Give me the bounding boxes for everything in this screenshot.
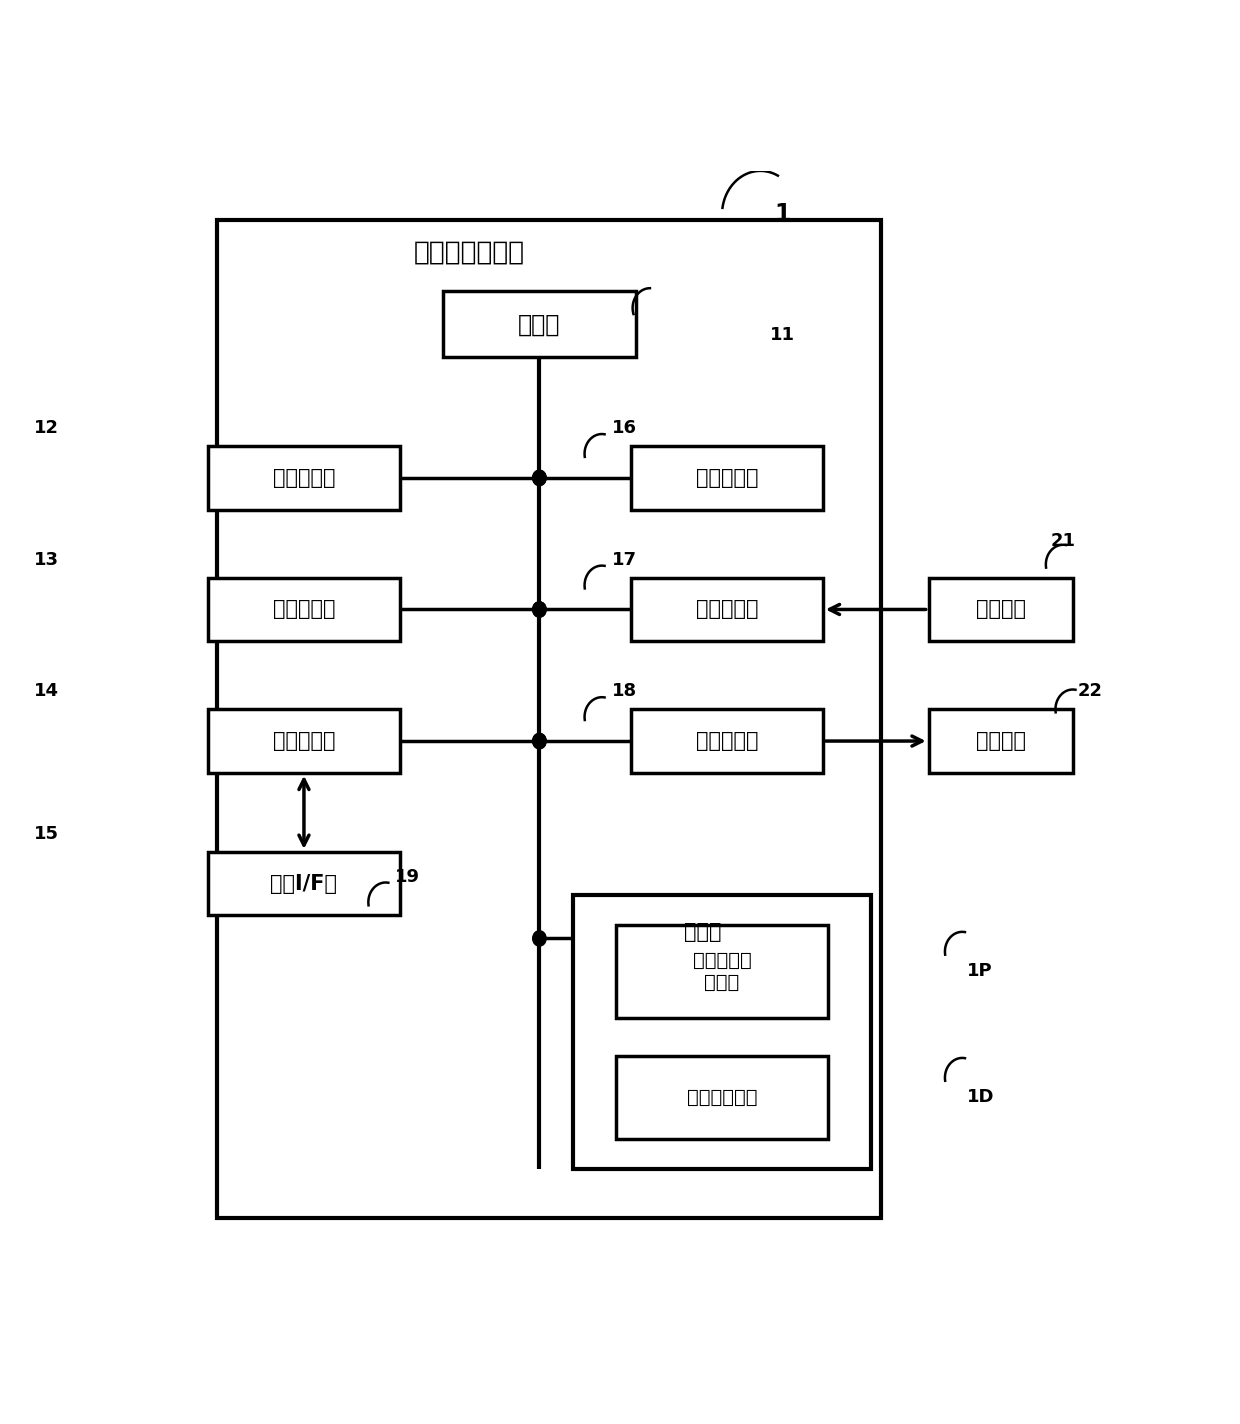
Circle shape xyxy=(533,733,546,749)
Bar xyxy=(217,221,880,1218)
Bar xyxy=(616,1057,828,1139)
Circle shape xyxy=(533,470,546,486)
Text: 17: 17 xyxy=(611,551,636,570)
Text: 网络I/F部: 网络I/F部 xyxy=(270,873,337,894)
Text: 18: 18 xyxy=(611,682,636,701)
Text: 输入处理部: 输入处理部 xyxy=(696,600,758,619)
Text: 临时存储部: 临时存储部 xyxy=(696,468,758,488)
Text: 16: 16 xyxy=(611,419,636,437)
Bar xyxy=(631,578,823,641)
Bar xyxy=(929,709,1073,773)
Circle shape xyxy=(533,470,546,486)
Text: 图像处理部: 图像处理部 xyxy=(273,468,335,488)
Bar xyxy=(208,578,401,641)
Text: 1D: 1D xyxy=(967,1088,994,1106)
Text: 显示装置: 显示装置 xyxy=(976,731,1025,750)
Text: 19: 19 xyxy=(396,867,420,886)
Bar xyxy=(616,924,828,1018)
Text: 15: 15 xyxy=(33,824,58,843)
Text: 会议服务器
用程序: 会议服务器 用程序 xyxy=(693,951,751,991)
Circle shape xyxy=(533,602,546,617)
Bar xyxy=(444,292,635,357)
Text: 21: 21 xyxy=(1050,533,1075,550)
Text: 1: 1 xyxy=(775,202,791,225)
Circle shape xyxy=(533,602,546,617)
Text: 语音处理部: 语音处理部 xyxy=(273,600,335,619)
Text: 22: 22 xyxy=(1078,682,1102,701)
Text: 1P: 1P xyxy=(967,963,993,980)
Text: 14: 14 xyxy=(33,682,58,701)
Bar xyxy=(208,852,401,916)
Text: 12: 12 xyxy=(33,419,58,437)
Text: 共享文件数据: 共享文件数据 xyxy=(687,1088,758,1106)
Bar xyxy=(573,894,870,1169)
Text: 输入装置: 输入装置 xyxy=(976,600,1025,619)
Bar xyxy=(929,578,1073,641)
Bar xyxy=(631,709,823,773)
Text: 13: 13 xyxy=(33,551,58,570)
Circle shape xyxy=(533,931,546,946)
Text: 通信处理部: 通信处理部 xyxy=(273,731,335,750)
Bar xyxy=(208,709,401,773)
Text: 控制部: 控制部 xyxy=(518,312,560,336)
Text: 显示处理部: 显示处理部 xyxy=(696,731,758,750)
Text: 会议服务器装置: 会议服务器装置 xyxy=(414,241,525,266)
Bar xyxy=(631,446,823,510)
Circle shape xyxy=(533,733,546,749)
Bar xyxy=(208,446,401,510)
Text: 11: 11 xyxy=(770,326,795,345)
Text: 存储部: 存储部 xyxy=(684,921,722,941)
